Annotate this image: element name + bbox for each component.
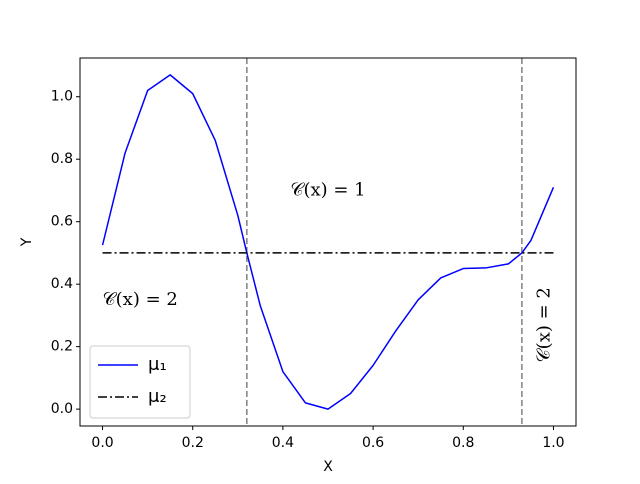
- axes-frame: [79, 57, 577, 427]
- annotation: 𝒞(x) = 1: [290, 179, 365, 200]
- y-tick-label: 0.8: [51, 151, 73, 167]
- x-tick-label: 0.0: [91, 435, 113, 451]
- legend-label: μ₂: [148, 386, 167, 407]
- x-axis-label: X: [323, 459, 333, 475]
- x-tick-label: 0.4: [272, 435, 294, 451]
- y-axis-label: Y: [19, 237, 35, 247]
- y-tick-label: 0.2: [51, 339, 73, 355]
- annotation: 𝒞(x) = 2: [103, 289, 178, 310]
- legend-label: μ₁: [148, 354, 167, 375]
- y-tick-label: 0.6: [51, 214, 73, 230]
- x-tick-label: 0.2: [182, 435, 204, 451]
- annotation: 𝒞(x) = 2: [533, 287, 554, 362]
- y-tick-label: 0.0: [51, 401, 73, 417]
- x-tick-label: 0.8: [452, 435, 474, 451]
- plot-area: [101, 58, 555, 426]
- legend-box: [89, 345, 191, 419]
- y-tick-label: 0.4: [51, 276, 73, 292]
- y-tick-label: 1.0: [51, 89, 73, 105]
- x-tick-label: 0.6: [362, 435, 384, 451]
- series-line: [101, 74, 555, 410]
- x-tick-label: 1.0: [542, 435, 564, 451]
